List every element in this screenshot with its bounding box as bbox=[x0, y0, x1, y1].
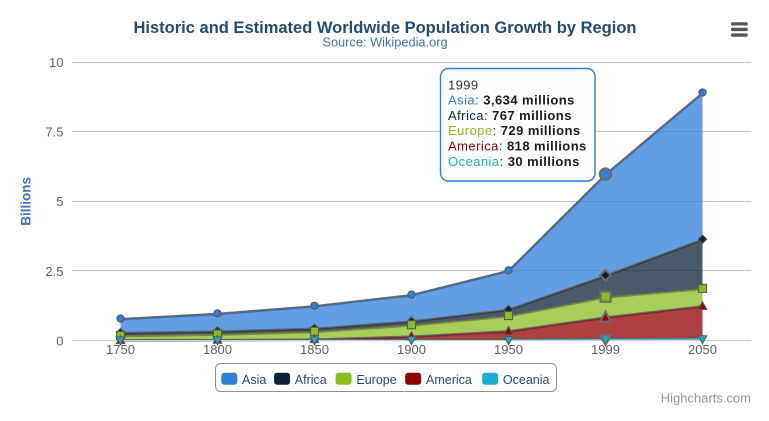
svg-text:1900: 1900 bbox=[397, 342, 426, 357]
svg-text:Source: Wikipedia.org: Source: Wikipedia.org bbox=[322, 35, 447, 50]
svg-text:Europe: 729 millions: Europe: 729 millions bbox=[448, 123, 581, 138]
svg-text:1800: 1800 bbox=[203, 342, 232, 357]
svg-text:5: 5 bbox=[56, 194, 63, 209]
svg-text:2.5: 2.5 bbox=[45, 264, 63, 279]
svg-text:0: 0 bbox=[56, 333, 63, 348]
svg-text:Billions: Billions bbox=[18, 177, 33, 226]
svg-text:America: 818 millions: America: 818 millions bbox=[448, 139, 587, 154]
svg-text:America: America bbox=[426, 373, 472, 387]
svg-text:Highcharts.com: Highcharts.com bbox=[661, 390, 751, 405]
svg-text:7.5: 7.5 bbox=[45, 125, 63, 140]
svg-text:10: 10 bbox=[49, 55, 63, 70]
svg-text:Oceania: 30 millions: Oceania: 30 millions bbox=[448, 154, 580, 169]
svg-text:1999: 1999 bbox=[448, 78, 479, 93]
svg-text:Africa: Africa bbox=[295, 373, 327, 387]
svg-text:Historic and Estimated Worldwi: Historic and Estimated Worldwide Populat… bbox=[134, 19, 637, 37]
svg-text:2050: 2050 bbox=[688, 342, 717, 357]
svg-text:1750: 1750 bbox=[106, 342, 135, 357]
svg-text:Europe: Europe bbox=[356, 373, 396, 387]
svg-text:Africa: 767 millions: Africa: 767 millions bbox=[448, 108, 572, 123]
svg-text:1950: 1950 bbox=[494, 342, 523, 357]
svg-text:1850: 1850 bbox=[300, 342, 329, 357]
svg-text:Oceania: Oceania bbox=[503, 373, 550, 387]
svg-text:Asia: Asia bbox=[242, 373, 266, 387]
svg-text:1999: 1999 bbox=[591, 342, 620, 357]
svg-text:Asia: 3,634 millions: Asia: 3,634 millions bbox=[448, 93, 575, 108]
